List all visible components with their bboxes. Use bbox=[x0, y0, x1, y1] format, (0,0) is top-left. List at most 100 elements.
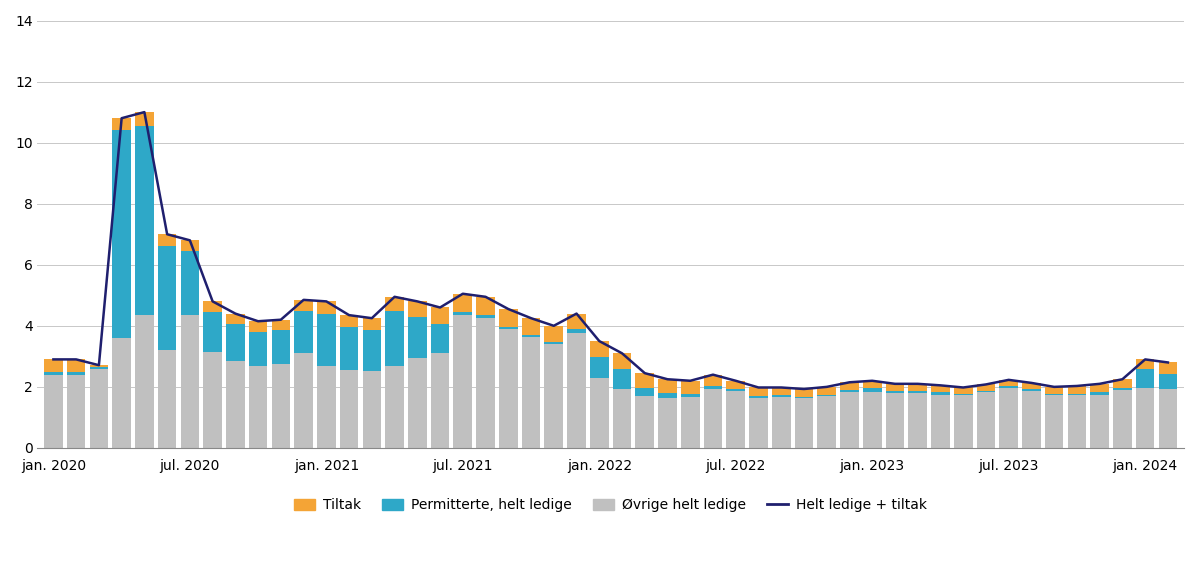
Bar bbox=[1091, 393, 1109, 395]
Bar bbox=[772, 387, 791, 395]
Bar bbox=[886, 384, 905, 390]
Bar bbox=[362, 318, 382, 330]
Bar bbox=[1068, 395, 1086, 448]
Bar bbox=[362, 371, 382, 448]
Bar bbox=[931, 392, 949, 394]
Bar bbox=[840, 393, 859, 448]
Bar bbox=[294, 300, 313, 311]
Bar bbox=[203, 352, 222, 448]
Bar bbox=[726, 389, 745, 391]
Bar bbox=[840, 390, 859, 393]
Bar bbox=[545, 342, 563, 344]
Bar bbox=[385, 365, 404, 448]
Bar bbox=[499, 309, 517, 327]
Bar bbox=[158, 246, 176, 351]
Bar bbox=[431, 307, 449, 324]
Bar bbox=[1022, 391, 1040, 448]
Bar bbox=[317, 365, 336, 448]
Bar bbox=[90, 365, 108, 367]
Bar bbox=[908, 384, 928, 390]
Bar bbox=[886, 390, 905, 393]
Bar bbox=[226, 361, 245, 448]
Bar bbox=[954, 387, 972, 394]
Bar bbox=[1000, 380, 1018, 386]
Bar bbox=[431, 353, 449, 448]
Bar bbox=[1068, 394, 1086, 395]
Bar bbox=[408, 358, 427, 448]
Bar bbox=[1114, 388, 1132, 390]
Bar bbox=[67, 372, 85, 374]
Bar bbox=[340, 327, 359, 370]
Bar bbox=[385, 311, 404, 365]
Bar bbox=[226, 324, 245, 361]
Bar bbox=[863, 381, 882, 389]
Bar bbox=[113, 130, 131, 338]
Bar bbox=[977, 393, 995, 448]
Bar bbox=[590, 341, 608, 357]
Bar bbox=[636, 397, 654, 448]
Bar bbox=[636, 388, 654, 397]
Bar bbox=[340, 370, 359, 448]
Bar bbox=[931, 385, 949, 392]
Bar bbox=[1158, 389, 1177, 448]
Bar bbox=[180, 315, 199, 448]
Bar bbox=[271, 331, 290, 364]
Bar bbox=[1136, 369, 1154, 388]
Bar bbox=[1045, 395, 1063, 448]
Bar bbox=[408, 302, 427, 317]
Bar bbox=[703, 386, 722, 389]
Bar bbox=[1091, 395, 1109, 448]
Bar bbox=[680, 381, 700, 394]
Bar bbox=[545, 344, 563, 448]
Bar bbox=[954, 395, 972, 448]
Bar bbox=[931, 394, 949, 448]
Bar bbox=[1068, 386, 1086, 394]
Bar bbox=[908, 390, 928, 393]
Bar bbox=[726, 391, 745, 448]
Bar bbox=[1022, 389, 1040, 391]
Bar bbox=[703, 374, 722, 386]
Bar bbox=[568, 329, 586, 333]
Bar bbox=[545, 326, 563, 342]
Bar bbox=[113, 118, 131, 130]
Bar bbox=[568, 333, 586, 448]
Bar bbox=[613, 353, 631, 369]
Bar bbox=[271, 364, 290, 448]
Bar bbox=[1114, 380, 1132, 388]
Bar bbox=[590, 357, 608, 378]
Bar bbox=[1045, 387, 1063, 394]
Bar bbox=[499, 327, 517, 329]
Bar bbox=[817, 387, 836, 394]
Bar bbox=[317, 314, 336, 365]
Bar bbox=[522, 337, 540, 448]
Bar bbox=[613, 369, 631, 389]
Bar bbox=[1136, 388, 1154, 448]
Bar bbox=[226, 314, 245, 324]
Bar bbox=[613, 389, 631, 448]
Bar bbox=[271, 320, 290, 331]
Bar bbox=[1158, 362, 1177, 374]
Bar bbox=[749, 387, 768, 396]
Bar bbox=[136, 126, 154, 315]
Bar bbox=[362, 330, 382, 371]
Bar bbox=[522, 335, 540, 337]
Bar bbox=[203, 312, 222, 352]
Bar bbox=[794, 397, 814, 398]
Bar bbox=[294, 311, 313, 353]
Bar bbox=[1114, 390, 1132, 448]
Bar bbox=[568, 314, 586, 329]
Bar bbox=[749, 398, 768, 448]
Bar bbox=[44, 374, 62, 448]
Bar bbox=[794, 389, 814, 397]
Bar bbox=[1000, 386, 1018, 388]
Bar bbox=[408, 317, 427, 358]
Bar bbox=[794, 398, 814, 448]
Bar bbox=[658, 380, 677, 393]
Bar bbox=[248, 321, 268, 332]
Bar bbox=[908, 393, 928, 448]
Bar bbox=[658, 398, 677, 448]
Bar bbox=[1136, 360, 1154, 369]
Bar bbox=[113, 338, 131, 448]
Bar bbox=[840, 382, 859, 390]
Bar bbox=[136, 112, 154, 126]
